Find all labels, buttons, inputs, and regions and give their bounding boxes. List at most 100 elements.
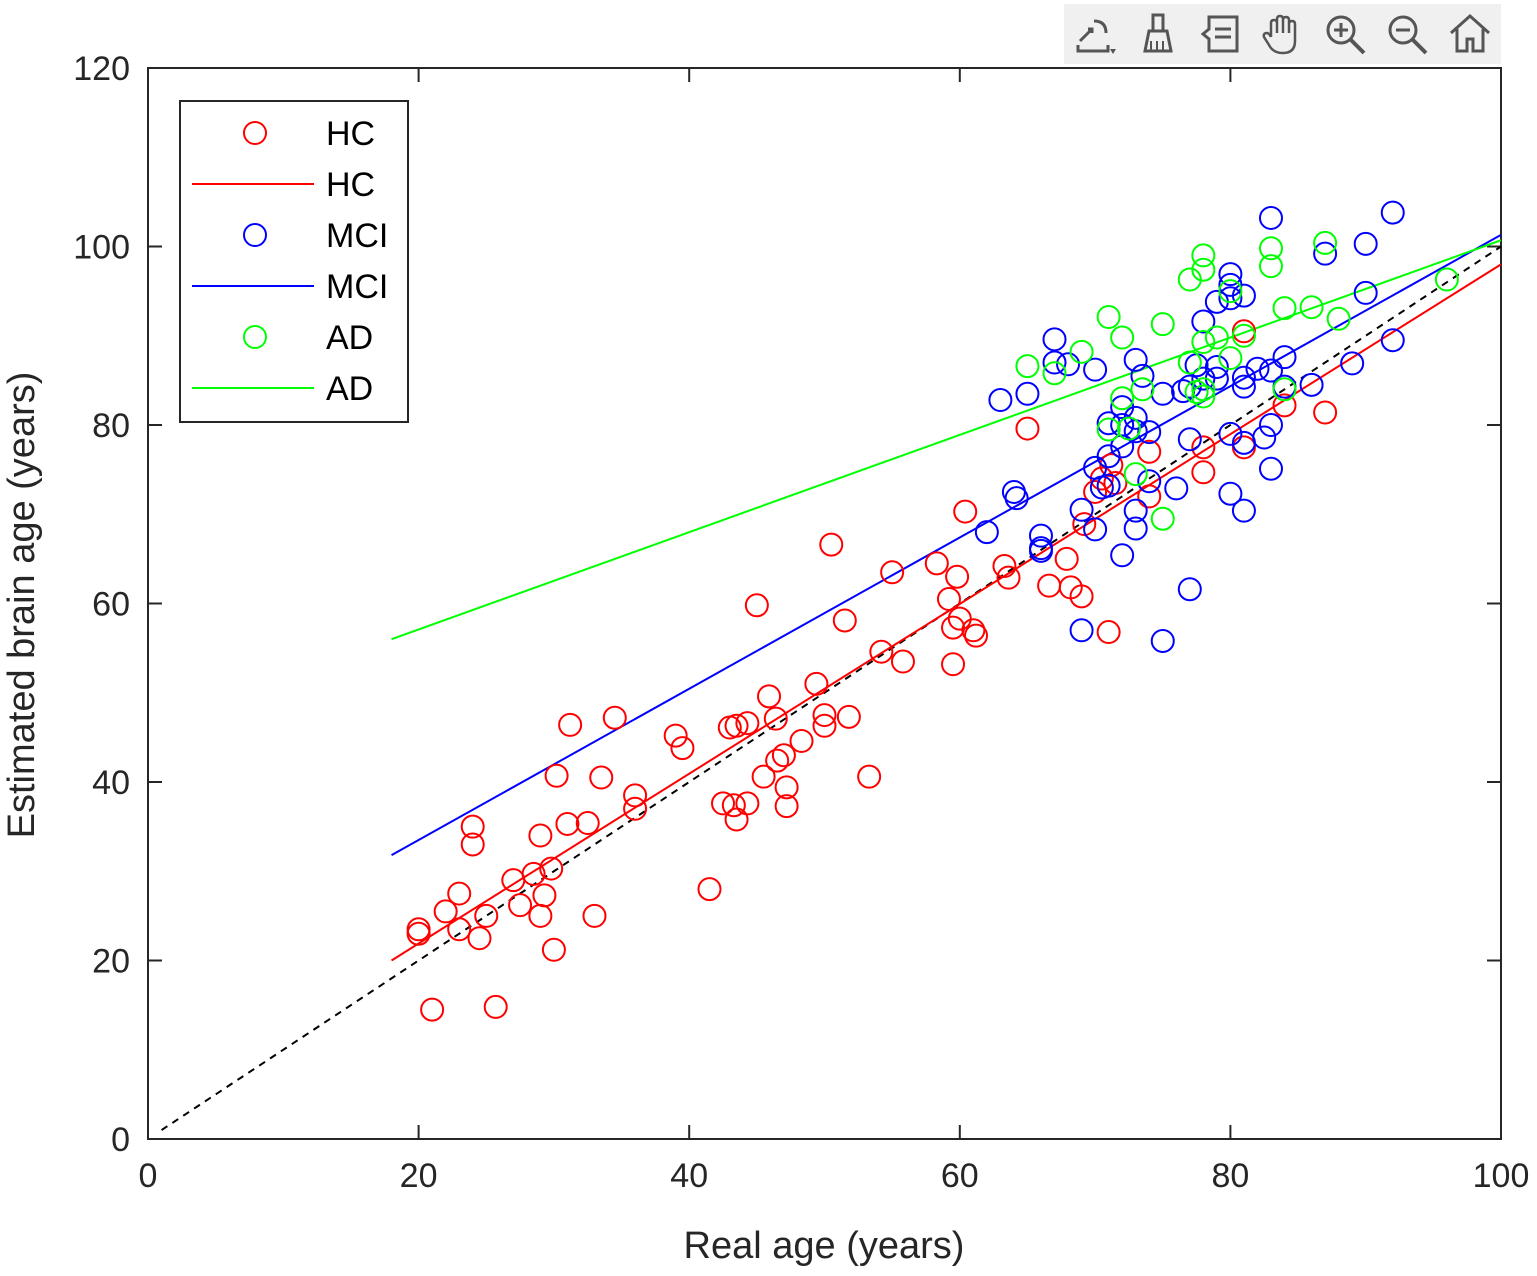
- data-point-hc: [1231, 435, 1256, 460]
- data-point-hc: [433, 899, 458, 924]
- data-point-hc: [555, 811, 580, 836]
- data-point-mci: [1123, 347, 1148, 372]
- export-button[interactable]: [1069, 8, 1121, 60]
- y-tick-label: 60: [92, 586, 130, 624]
- x-tick-label: 20: [400, 1157, 438, 1195]
- data-point-ad: [1123, 462, 1148, 487]
- data-point-ad: [1299, 295, 1324, 320]
- data-point-mci: [1252, 425, 1277, 450]
- data-point-hc: [1099, 453, 1124, 478]
- data-point-hc: [623, 796, 648, 821]
- data-point-mci: [1042, 327, 1067, 352]
- x-tick-label: 80: [1211, 1157, 1249, 1195]
- data-point-hc: [697, 877, 722, 902]
- brush-button[interactable]: [1132, 8, 1184, 60]
- data-point-hc: [1231, 319, 1256, 344]
- data-point-ad: [1326, 306, 1351, 331]
- data-point-mci: [1380, 328, 1405, 353]
- data-point-mci: [1028, 523, 1053, 548]
- data-point-hc: [1272, 393, 1297, 418]
- data-point-hc: [857, 764, 882, 789]
- data-point-mci: [1258, 413, 1283, 437]
- data-point-hc: [521, 861, 546, 886]
- data-point-mci: [1231, 365, 1256, 390]
- data-point-mci: [1069, 618, 1094, 643]
- data-point-ad: [1096, 417, 1121, 442]
- data-point-hc: [1072, 512, 1097, 537]
- datatip-button[interactable]: [1194, 8, 1246, 60]
- data-point-hc: [996, 565, 1021, 590]
- y-tick-label: 100: [73, 229, 130, 267]
- data-point-hc: [941, 615, 966, 640]
- data-point-hc: [936, 587, 961, 612]
- data-point-hc: [539, 856, 564, 881]
- data-point-hc: [467, 926, 492, 951]
- data-point-hc: [804, 671, 829, 696]
- data-point-hc: [670, 736, 695, 761]
- legend-label: HC: [326, 166, 375, 204]
- data-point-hc: [602, 705, 627, 730]
- data-point-mci: [1272, 345, 1297, 370]
- data-point-mci: [1340, 351, 1365, 376]
- data-point-mci: [1096, 473, 1121, 498]
- data-point-mci: [1083, 357, 1108, 382]
- data-point-hc: [1096, 620, 1121, 645]
- data-point-ad: [1150, 506, 1175, 531]
- data-point-hc: [1137, 484, 1162, 509]
- y-tick-label: 80: [92, 407, 130, 445]
- datatip-icon: [1200, 15, 1239, 53]
- data-point-hc: [1037, 573, 1062, 598]
- data-point-ad: [1191, 243, 1216, 268]
- data-point-mci: [988, 388, 1013, 413]
- data-point-ad: [1204, 325, 1229, 350]
- data-point-ad: [1042, 361, 1067, 386]
- data-point-hc: [836, 704, 861, 729]
- pan-hand-icon: [1263, 14, 1297, 55]
- data-point-mci: [1123, 516, 1148, 541]
- data-point-ad: [1258, 254, 1283, 279]
- x-tick-label: 60: [941, 1157, 979, 1195]
- x-tick-label: 100: [1473, 1157, 1530, 1195]
- zoom-out-button[interactable]: [1381, 8, 1433, 60]
- data-point-ad: [1218, 346, 1243, 371]
- data-point-hc: [774, 794, 799, 819]
- data-point-hc: [528, 903, 553, 928]
- data-point-mci: [1130, 363, 1155, 388]
- data-point-hc: [941, 652, 966, 677]
- data-point-hc: [869, 639, 894, 664]
- data-point-hc: [541, 937, 566, 962]
- fit-line-mci: [391, 234, 1502, 857]
- fit-line-hc: [391, 263, 1502, 962]
- legend-label: AD: [326, 319, 373, 357]
- data-point-hc: [420, 997, 445, 1022]
- legend-circle-marker: [243, 223, 267, 247]
- data-point-mci: [1056, 352, 1081, 377]
- data-point-hc: [532, 883, 557, 908]
- zoom-in-button[interactable]: [1319, 8, 1371, 60]
- data-point-hc: [575, 811, 600, 836]
- data-point-mci: [1231, 374, 1256, 399]
- data-point-hc: [508, 893, 533, 918]
- data-point-mci: [1353, 280, 1378, 305]
- legend-label: MCI: [326, 268, 388, 306]
- data-point-hc: [757, 684, 782, 709]
- pan-button[interactable]: [1256, 8, 1308, 60]
- data-point-hc: [771, 743, 796, 768]
- data-point-ad: [1015, 354, 1040, 379]
- data-point-hc: [819, 532, 844, 557]
- y-tick-label: 120: [73, 50, 130, 88]
- data-point-ad: [1272, 377, 1297, 402]
- data-point-hc: [623, 783, 648, 808]
- data-point-mci: [1258, 205, 1283, 230]
- legend-circle-marker: [243, 325, 267, 349]
- data-points: [406, 200, 1459, 1022]
- data-point-mci: [1204, 354, 1229, 379]
- data-point-hc: [1054, 546, 1079, 571]
- data-point-ad: [1231, 323, 1256, 348]
- data-point-mci: [1313, 241, 1338, 266]
- data-point-mci: [1137, 469, 1162, 494]
- zoom-in-icon: [1326, 15, 1366, 55]
- home-button[interactable]: [1444, 8, 1496, 60]
